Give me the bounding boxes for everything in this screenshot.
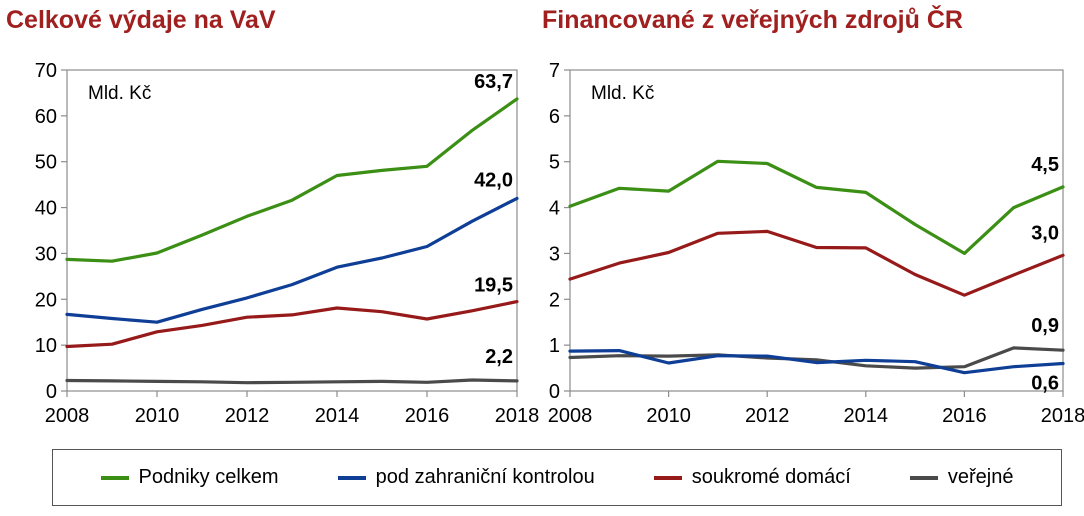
y-tick-label: 30 xyxy=(35,243,57,265)
legend-item-podniky: Podniky celkem xyxy=(100,466,279,489)
y-tick-label: 50 xyxy=(35,152,57,174)
legend-item-zahranicni: pod zahraniční kontrolou xyxy=(337,466,595,489)
series-line-domaci-left xyxy=(65,300,519,349)
data-label-verejne-left: 2,2 xyxy=(485,346,513,368)
unit-label-left: Mld. Kč xyxy=(88,83,151,104)
data-label-domaci-left: 19,5 xyxy=(474,275,513,297)
chart-title-left: Celkové výdaje na VaV xyxy=(6,6,276,34)
x-tick-label: 2014 xyxy=(315,405,360,427)
x-tick-label: 2012 xyxy=(225,405,270,427)
x-tick-label: 2008 xyxy=(45,405,90,427)
chart-legend: Podniky celkem pod zahraniční kontrolou … xyxy=(52,449,1062,506)
y-tick-label: 0 xyxy=(46,381,57,403)
legend-item-verejne: veřejné xyxy=(909,466,1014,489)
series-line-podniky-left xyxy=(65,97,519,263)
data-label-zahranicni-left: 42,0 xyxy=(474,169,513,191)
line-chart-left: 0 10 20 30 40 50 60 70 2008 2010 2012 2014 2016 2018 M… xyxy=(35,60,540,427)
chart-title-right: Financované z veřejných zdrojů ČR xyxy=(542,6,963,34)
legend-swatch-zahranicni xyxy=(337,475,366,480)
plot-frame-left xyxy=(66,69,518,392)
y-tick-label: 60 xyxy=(35,106,57,128)
legend-label-podniky: Podniky celkem xyxy=(138,466,279,488)
data-label-podniky-left: 63,7 xyxy=(474,71,513,93)
x-tick-label: 2018 xyxy=(495,405,540,427)
x-tick-label: 2016 xyxy=(405,405,450,427)
y-tick-label: 40 xyxy=(35,198,57,220)
legend-swatch-podniky xyxy=(100,475,129,480)
legend-swatch-domaci xyxy=(653,475,682,480)
y-tick-label: 70 xyxy=(35,60,57,82)
legend-item-domaci: soukromé domácí xyxy=(653,466,851,489)
legend-label-domaci: soukromé domácí xyxy=(691,466,851,488)
series-line-zahranicni-left xyxy=(65,196,519,324)
legend-label-zahranicni: pod zahraniční kontrolou xyxy=(375,466,595,488)
series-line-verejne-left xyxy=(65,378,519,385)
legend-swatch-verejne xyxy=(909,475,938,480)
y-tick-label: 20 xyxy=(35,289,57,311)
x-tick-label: 2010 xyxy=(135,405,180,427)
legend-label-verejne: veřejné xyxy=(947,466,1014,488)
y-tick-label: 10 xyxy=(35,335,57,357)
